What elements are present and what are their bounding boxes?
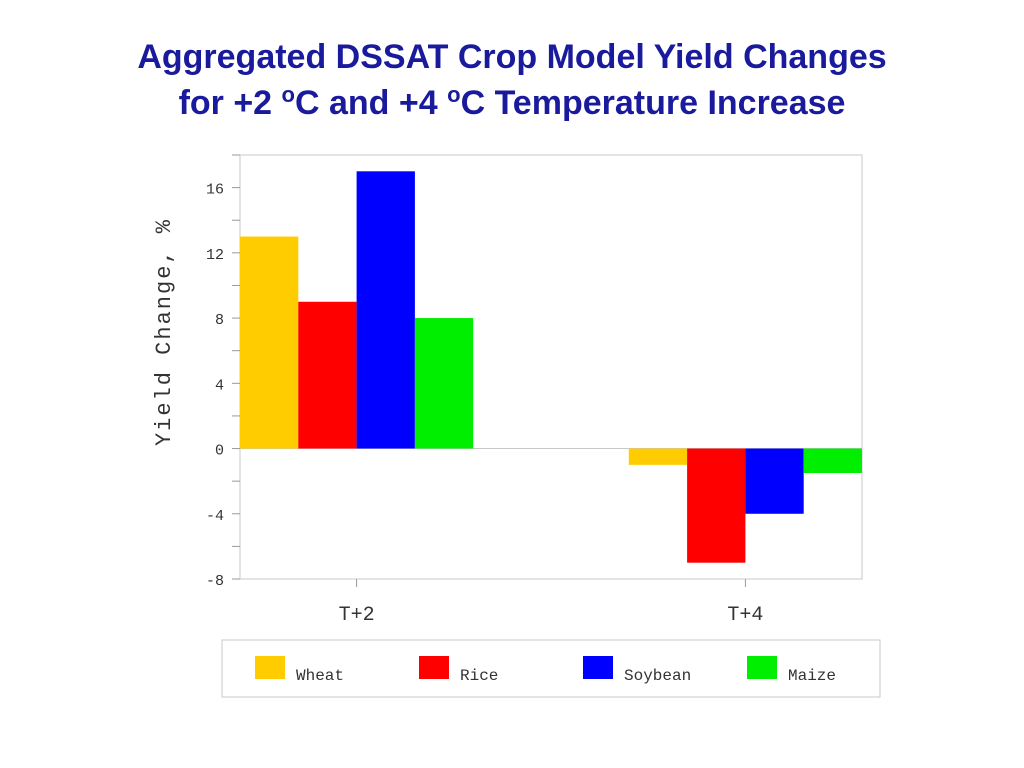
legend-label-soybean: Soybean <box>624 667 691 685</box>
title-line2-prefix: for +2 <box>178 84 282 122</box>
y-tick-label: -8 <box>206 573 224 590</box>
y-tick-label: 12 <box>206 247 224 264</box>
legend-swatch-rice <box>419 656 449 679</box>
chart-title-line1: Aggregated DSSAT Crop Model Yield Change… <box>137 38 887 76</box>
bar-soybean-tplus4 <box>745 448 804 514</box>
chart-title: Aggregated DSSAT Crop Model Yield Change… <box>0 34 1024 126</box>
degree-symbol-2: o <box>447 82 461 107</box>
bar-maize-tplus4 <box>803 448 862 473</box>
legend-label-maize: Maize <box>788 667 836 685</box>
bar-rice-tplus2 <box>298 301 357 449</box>
bar-wheat-tplus2 <box>240 236 299 449</box>
legend-label-wheat: Wheat <box>296 667 344 685</box>
legend-swatch-soybean <box>583 656 613 679</box>
bar-soybean-tplus2 <box>356 171 415 449</box>
x-tick-label: T+2 <box>339 604 375 627</box>
y-tick-label: -4 <box>206 508 224 525</box>
legend-swatch-maize <box>747 656 777 679</box>
title-line2-mid: C and +4 <box>295 84 448 122</box>
bar-wheat-tplus4 <box>628 448 688 465</box>
x-tick-label: T+4 <box>727 604 763 627</box>
bar-maize-tplus2 <box>414 318 474 449</box>
y-tick-label: 0 <box>215 443 224 460</box>
title-line2-suffix: C Temperature Increase <box>460 84 846 122</box>
y-axis-label: Yield Change, % <box>152 218 177 446</box>
y-tick-label: 4 <box>215 377 224 394</box>
y-tick-label: 8 <box>215 312 224 329</box>
degree-symbol-1: o <box>281 82 295 107</box>
y-tick-label: 16 <box>206 182 224 199</box>
legend-label-rice: Rice <box>460 667 498 685</box>
bar-rice-tplus4 <box>687 448 746 563</box>
legend-swatch-wheat <box>255 656 285 679</box>
chart-title-line2: for +2 oC and +4 oC Temperature Increase <box>0 80 1024 126</box>
